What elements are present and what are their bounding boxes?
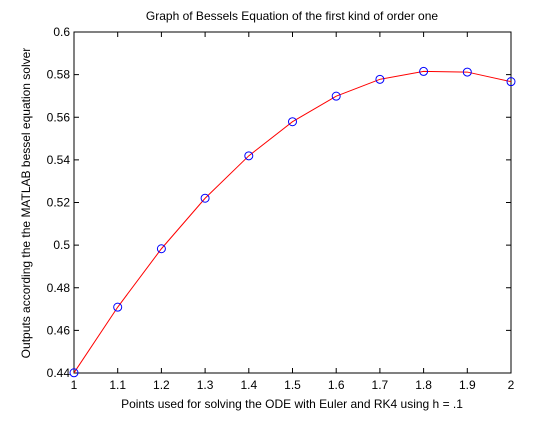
x-tick-label: 1.3 [197,378,214,392]
chart-title: Graph of Bessels Equation of the first k… [146,9,438,23]
y-tick-label: 0.58 [47,68,71,82]
data-point-marker [462,67,472,77]
data-point-marker [506,77,516,87]
data-point-marker [331,91,341,101]
x-tick-label: 1.7 [372,378,389,392]
y-tick-label: 0.46 [47,323,71,337]
data-point-marker [156,244,166,254]
y-tick-label: 0.48 [47,281,71,295]
axis-ticks: 1 1.1 1.2 1.3 1.4 1.5 1.6 1.7 1.8 1.9 2 0.44 0.46 0.4… [47,25,515,392]
y-axis-label: Outputs according the the MATLAB bessel … [19,48,33,359]
y-tick-label: 0.5 [53,238,70,252]
y-tick-label: 0.56 [47,110,71,124]
y-tick-label: 0.54 [47,153,71,167]
data-point-marker [69,368,79,378]
x-axis-label: Points used for solving the ODE with Eul… [121,397,463,411]
x-tick-label: 1.9 [459,378,476,392]
data-point-marker [200,193,210,203]
x-tick-label: 1.2 [153,378,170,392]
x-tick-label: 1.8 [415,378,432,392]
series-line [73,70,512,374]
x-tick-label: 1.5 [284,378,301,392]
x-tick-label: 2 [508,378,515,392]
y-tick-label: 0.44 [47,366,71,380]
data-point-marker [113,302,123,312]
data-point-marker [244,151,254,161]
y-tick-label: 0.52 [47,196,71,210]
x-tick-label: 1.6 [328,378,345,392]
x-tick-label: 1 [71,378,78,392]
data-point-marker [375,74,385,84]
plot-area [69,66,516,378]
x-tick-label: 1.4 [240,378,257,392]
y-tick-label: 0.6 [53,25,70,39]
axes-box [73,31,512,374]
data-point-marker [419,66,429,76]
x-tick-label: 1.1 [109,378,126,392]
data-point-marker [288,117,297,127]
axes-frame [73,31,512,374]
